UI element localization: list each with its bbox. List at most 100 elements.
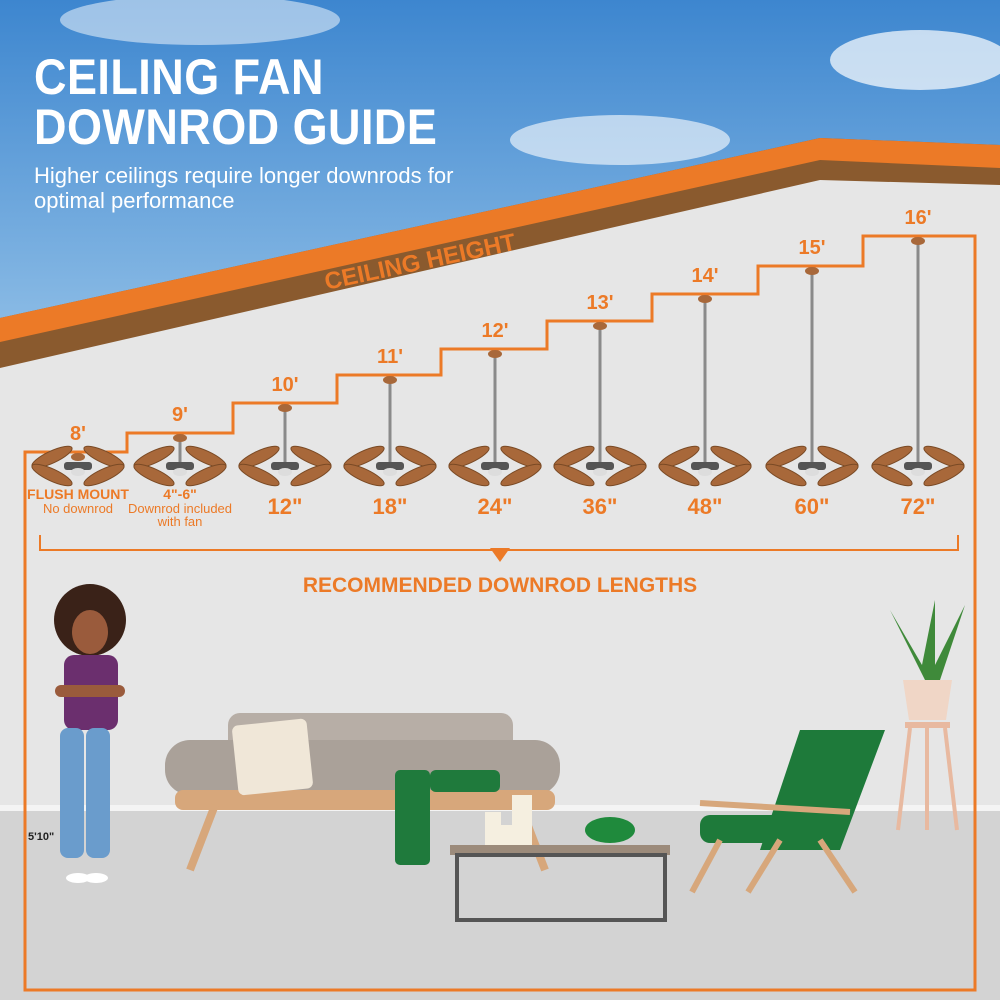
person — [54, 584, 126, 883]
motor-housing — [166, 462, 194, 470]
downrod-length-block: 60" — [752, 495, 872, 518]
light-kit — [173, 468, 187, 476]
ceiling-fan — [871, 237, 965, 487]
ceiling-fan — [31, 445, 125, 487]
downrod-length-block: 4"-6" Downrod included with fan — [120, 487, 240, 529]
coffee-table — [450, 795, 670, 922]
ceiling-fan — [448, 350, 542, 487]
person-height-label: 5'10" — [28, 831, 55, 843]
ceiling-height-value: 16' — [904, 207, 932, 229]
cloud — [60, 0, 340, 45]
light-kit — [278, 468, 292, 476]
downrod-length: 24" — [477, 494, 513, 519]
canopy — [278, 404, 292, 412]
downrod-length: 18" — [372, 494, 408, 519]
ceiling-fan — [238, 404, 332, 487]
title-line-2: DOWNROD GUIDE — [34, 99, 438, 155]
ceiling-height-value: 15' — [798, 237, 826, 259]
light-kit — [593, 468, 607, 476]
motor-housing — [376, 462, 404, 470]
ceiling-height-value: 11' — [377, 346, 403, 368]
fan-blade — [185, 463, 227, 487]
fan-blade — [83, 463, 125, 487]
light-kit — [698, 468, 712, 476]
ceiling-height-value: 9' — [172, 404, 188, 426]
fan-blade — [605, 463, 647, 487]
roof-trim — [0, 138, 1000, 368]
ceiling-fan — [553, 322, 647, 487]
downrod-length: 36" — [582, 494, 618, 519]
fan-blade — [923, 463, 965, 487]
light-kit — [911, 468, 925, 476]
downrod-length-block: 72" — [858, 495, 978, 518]
canopy — [71, 453, 85, 461]
motor-housing — [691, 462, 719, 470]
light-kit — [488, 468, 502, 476]
ceiling-fan — [765, 267, 859, 487]
fan-blade — [553, 463, 595, 487]
downrod-length: FLUSH MOUNT — [27, 486, 129, 502]
canopy — [698, 295, 712, 303]
fan-blade — [290, 463, 332, 487]
downrod-length: 60" — [794, 494, 830, 519]
downrod-length-block: 24" — [435, 495, 555, 518]
downrod-length-block: 36" — [540, 495, 660, 518]
downrod-length-block: 18" — [330, 495, 450, 518]
potted-plant — [890, 600, 965, 831]
ceiling-staircase-outline — [23, 234, 977, 992]
recommended-downrod-label: RECOMMENDED DOWNROD LENGTHS — [302, 574, 698, 597]
light-kit — [71, 468, 85, 476]
canopy — [805, 267, 819, 275]
ceiling-height-value: 10' — [271, 374, 299, 396]
motor-housing — [798, 462, 826, 470]
fan-blade — [710, 463, 752, 487]
armchair — [689, 730, 885, 894]
ceiling-height-value: 8' — [70, 423, 86, 445]
light-kit — [805, 468, 819, 476]
ceiling-height-value: 14' — [691, 265, 719, 287]
arrow-down-icon — [490, 548, 510, 562]
motor-housing — [904, 462, 932, 470]
cloud — [830, 30, 1000, 90]
subtitle: Higher ceilings require longer downrods … — [34, 163, 454, 213]
ceiling-height-value: 13' — [586, 292, 614, 314]
downrod-note: No downrod — [42, 500, 114, 516]
ceiling-fan — [133, 434, 227, 487]
fan-blade — [31, 463, 73, 487]
fan-blade — [133, 463, 175, 487]
ceiling-fan — [343, 376, 437, 487]
ceiling-height-value: 12' — [481, 320, 509, 342]
fan-blade — [500, 463, 542, 487]
roof — [0, 138, 1000, 342]
downrod-note: Downrod included with fan — [127, 500, 233, 530]
motor-housing — [586, 462, 614, 470]
canopy — [593, 322, 607, 330]
fan-blade — [238, 463, 280, 487]
downrod-length-block: 48" — [645, 495, 765, 518]
fan-blade — [658, 463, 700, 487]
fan-blade — [395, 463, 437, 487]
motor-housing — [481, 462, 509, 470]
downrod-length-block: FLUSH MOUNT No downrod — [18, 487, 138, 515]
downrod-length: 4"-6" — [163, 486, 197, 502]
cloud — [510, 115, 730, 165]
canopy — [488, 350, 502, 358]
downrod-length-block: 12" — [225, 495, 345, 518]
downrod-length: 48" — [687, 494, 723, 519]
motor-housing — [271, 462, 299, 470]
fan-blade — [871, 463, 913, 487]
downrod-length: 72" — [900, 494, 936, 519]
fan-blade — [343, 463, 385, 487]
downrod-length: 12" — [267, 494, 303, 519]
fan-blade — [817, 463, 859, 487]
canopy — [173, 434, 187, 442]
ceiling-fan — [658, 295, 752, 487]
motor-housing — [64, 462, 92, 470]
page-title: CEILING FAN DOWNROD GUIDE — [34, 52, 437, 152]
fan-blade — [448, 463, 490, 487]
sofa — [165, 713, 560, 872]
canopy — [911, 237, 925, 245]
fan-blade — [765, 463, 807, 487]
